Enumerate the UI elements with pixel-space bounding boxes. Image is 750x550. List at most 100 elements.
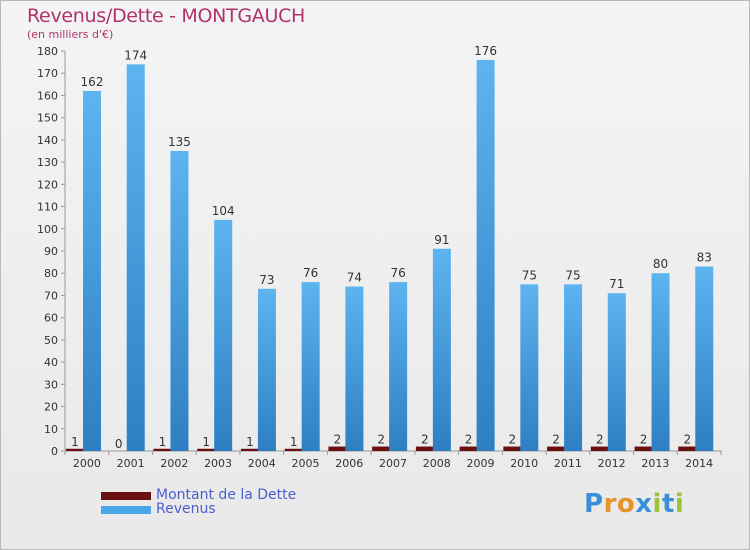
x-tick-label: 2011: [554, 457, 582, 470]
data-label-revenus: 162: [81, 75, 104, 89]
bar-dette: [284, 448, 303, 451]
data-label-dette: 2: [509, 433, 517, 447]
bar-revenus: [83, 91, 101, 451]
y-tick-label: 140: [37, 134, 58, 147]
data-label-dette: 1: [71, 435, 79, 449]
data-label-dette: 1: [290, 435, 298, 449]
bar-revenus: [214, 219, 233, 451]
x-tick-label: 2013: [641, 457, 669, 470]
logo-letter: i: [652, 489, 662, 519]
data-label-revenus: 83: [697, 251, 712, 265]
y-tick-label: 60: [44, 312, 58, 325]
x-tick-label: 2003: [204, 457, 232, 470]
x-tick-label: 2014: [685, 457, 713, 470]
y-tick-label: 110: [37, 201, 58, 214]
data-label-revenus: 71: [609, 277, 624, 291]
data-label-revenus: 135: [168, 135, 191, 149]
x-tick-label: 2002: [160, 457, 188, 470]
x-tick-label: 2000: [73, 457, 101, 470]
bar-revenus: [170, 151, 189, 451]
y-tick-label: 10: [44, 423, 58, 436]
legend-swatch-revenus: [101, 506, 151, 514]
data-label-dette: 2: [552, 433, 560, 447]
logo-letter: t: [661, 489, 675, 519]
data-label-revenus: 75: [522, 268, 537, 282]
data-label-dette: 2: [465, 433, 473, 447]
bar-dette: [459, 446, 478, 451]
data-label-revenus: 75: [565, 268, 580, 282]
y-tick-label: 0: [51, 445, 58, 458]
data-label-revenus: 73: [259, 273, 274, 287]
bar-revenus: [607, 293, 626, 451]
data-label-revenus: 76: [390, 266, 405, 280]
y-tick-label: 90: [44, 245, 58, 258]
x-tick-label: 2007: [379, 457, 407, 470]
bar-dette: [547, 446, 566, 451]
bar-revenus: [301, 282, 320, 451]
logo-letter: x: [635, 489, 653, 519]
x-tick-label: 2006: [335, 457, 363, 470]
bar-dette: [372, 446, 391, 451]
data-label-dette: 1: [246, 435, 254, 449]
x-tick-label: 2010: [510, 457, 538, 470]
chart-subtitle: (en milliers d'€): [27, 28, 114, 41]
data-label-revenus: 104: [212, 204, 235, 218]
data-label-dette: 2: [596, 433, 604, 447]
legend-label-dette: Montant de la Dette: [156, 487, 297, 503]
y-tick-label: 170: [37, 67, 58, 80]
y-tick-label: 100: [37, 223, 58, 236]
bar-revenus: [126, 64, 145, 452]
bar-revenus: [389, 282, 408, 451]
proxiti-logo: Proxiti: [584, 489, 684, 519]
bar-dette: [590, 446, 609, 451]
bar-revenus: [257, 288, 276, 451]
x-tick-label: 2005: [292, 457, 320, 470]
y-tick-label: 80: [44, 267, 58, 280]
bar-revenus: [476, 59, 495, 452]
data-label-revenus: 76: [303, 266, 318, 280]
logo-letter: i: [674, 489, 685, 519]
logo-letter: o: [616, 489, 636, 519]
bar-dette: [503, 446, 522, 451]
data-label-revenus: 80: [653, 257, 668, 271]
data-label-revenus: 174: [124, 48, 147, 62]
data-label-dette: 2: [377, 433, 385, 447]
chart-title: Revenus/Dette - MONTGAUCH: [27, 5, 306, 27]
data-label-revenus: 91: [434, 233, 449, 247]
bar-dette: [634, 446, 653, 451]
data-label-dette: 2: [334, 433, 342, 447]
data-label-revenus: 176: [474, 44, 497, 58]
y-tick-label: 20: [44, 401, 58, 414]
bar-revenus: [520, 284, 539, 451]
x-tick-label: 2008: [423, 457, 451, 470]
data-label-dette: 2: [421, 433, 429, 447]
y-tick-label: 180: [37, 45, 58, 58]
bar-revenus: [695, 266, 714, 451]
data-label-revenus: 74: [347, 271, 362, 285]
data-label-dette: 1: [202, 435, 210, 449]
bar-dette: [66, 448, 84, 451]
y-tick-label: 40: [44, 356, 58, 369]
logo-letter: r: [603, 489, 617, 519]
y-tick-label: 30: [44, 378, 58, 391]
x-tick-label: 2001: [117, 457, 145, 470]
x-tick-label: 2012: [598, 457, 626, 470]
bar-dette: [197, 448, 216, 451]
legend-swatch-dette: [101, 492, 151, 500]
legend-label-revenus: Revenus: [156, 501, 216, 517]
bar-dette: [678, 446, 697, 451]
bar-revenus: [651, 273, 670, 451]
y-tick-label: 70: [44, 289, 58, 302]
bar-dette: [240, 448, 259, 451]
y-tick-label: 120: [37, 178, 58, 191]
bar-dette: [328, 446, 347, 451]
y-tick-label: 50: [44, 334, 58, 347]
data-label-dette: 2: [683, 433, 691, 447]
y-tick-label: 160: [37, 89, 58, 102]
data-label-dette: 1: [159, 435, 167, 449]
x-tick-label: 2004: [248, 457, 276, 470]
data-label-dette: 0: [115, 437, 123, 451]
y-tick-label: 150: [37, 112, 58, 125]
bar-dette: [153, 448, 172, 451]
